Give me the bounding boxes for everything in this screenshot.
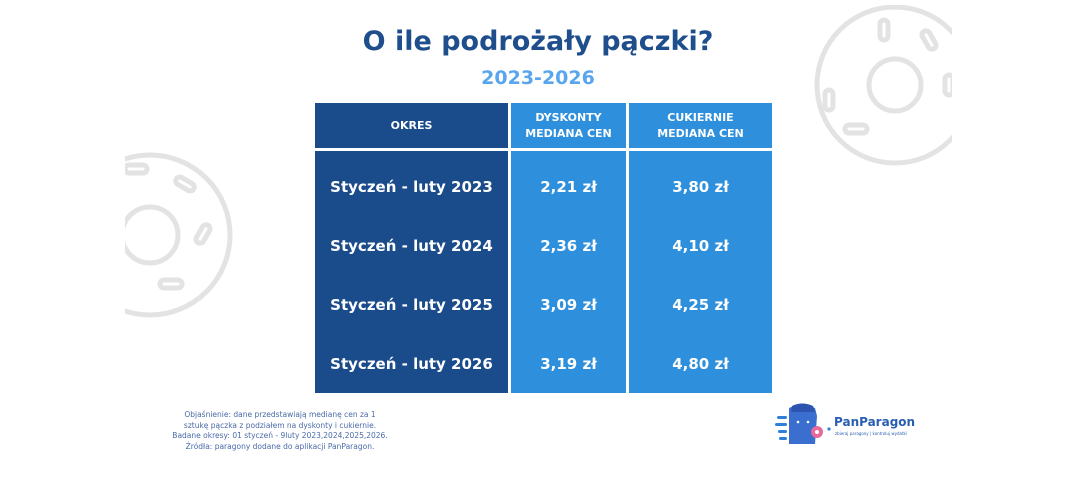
- logo-tagline: zbieraj paragony | kontroluj wydatki: [835, 431, 907, 436]
- donut-decoration-right-icon: [814, 5, 952, 166]
- footnote-line: Objaśnienie: dane przedstawiają medianę …: [184, 410, 376, 419]
- footnote-line: sztukę pączka z podziałem na dyskonty i …: [183, 420, 377, 430]
- logo-name: PanParagon: [834, 415, 916, 429]
- panparagon-logo: PanParagon zbieraj paragony | kontroluj …: [775, 402, 915, 444]
- footnote-line: Źródła: paragony dodane do aplikacji Pan…: [185, 441, 375, 451]
- period-cell: Styczeń - luty 2023: [330, 178, 493, 196]
- discount-price-cell: 2,36 zł: [540, 237, 597, 255]
- donut-decoration-left-icon: [125, 152, 233, 318]
- page-title: O ile podrożały pączki?: [362, 26, 714, 57]
- cukiernie-column-bg: [629, 151, 772, 393]
- page-subtitle: 2023-2026: [481, 67, 595, 89]
- okres-column-bg: [315, 151, 508, 393]
- period-cell: Styczeń - luty 2026: [330, 355, 493, 373]
- mascot-icon: [775, 403, 831, 444]
- period-cell: Styczeń - luty 2025: [330, 296, 493, 314]
- period-cell: Styczeń - luty 2024: [330, 237, 493, 255]
- bakery-price-cell: 4,80 zł: [672, 355, 729, 373]
- header-cukiernie: CUKIERNIE MEDIANA CEN: [629, 103, 772, 148]
- header-okres: OKRES: [315, 103, 508, 148]
- header-dyskonty: DYSKONTY MEDIANA CEN: [511, 103, 626, 148]
- bakery-price-cell: 4,25 zł: [672, 296, 729, 314]
- footnote-line: Badane okresy: 01 styczeń - 9luty 2023,2…: [172, 431, 388, 440]
- discount-price-cell: 3,09 zł: [540, 296, 597, 314]
- discount-price-cell: 2,21 zł: [540, 178, 597, 196]
- bakery-price-cell: 4,10 zł: [672, 237, 729, 255]
- footnote: Objaśnienie: dane przedstawiają medianę …: [160, 410, 400, 452]
- discount-price-cell: 3,19 zł: [540, 355, 597, 373]
- dyskonty-column-bg: [511, 151, 626, 393]
- bakery-price-cell: 3,80 zł: [672, 178, 729, 196]
